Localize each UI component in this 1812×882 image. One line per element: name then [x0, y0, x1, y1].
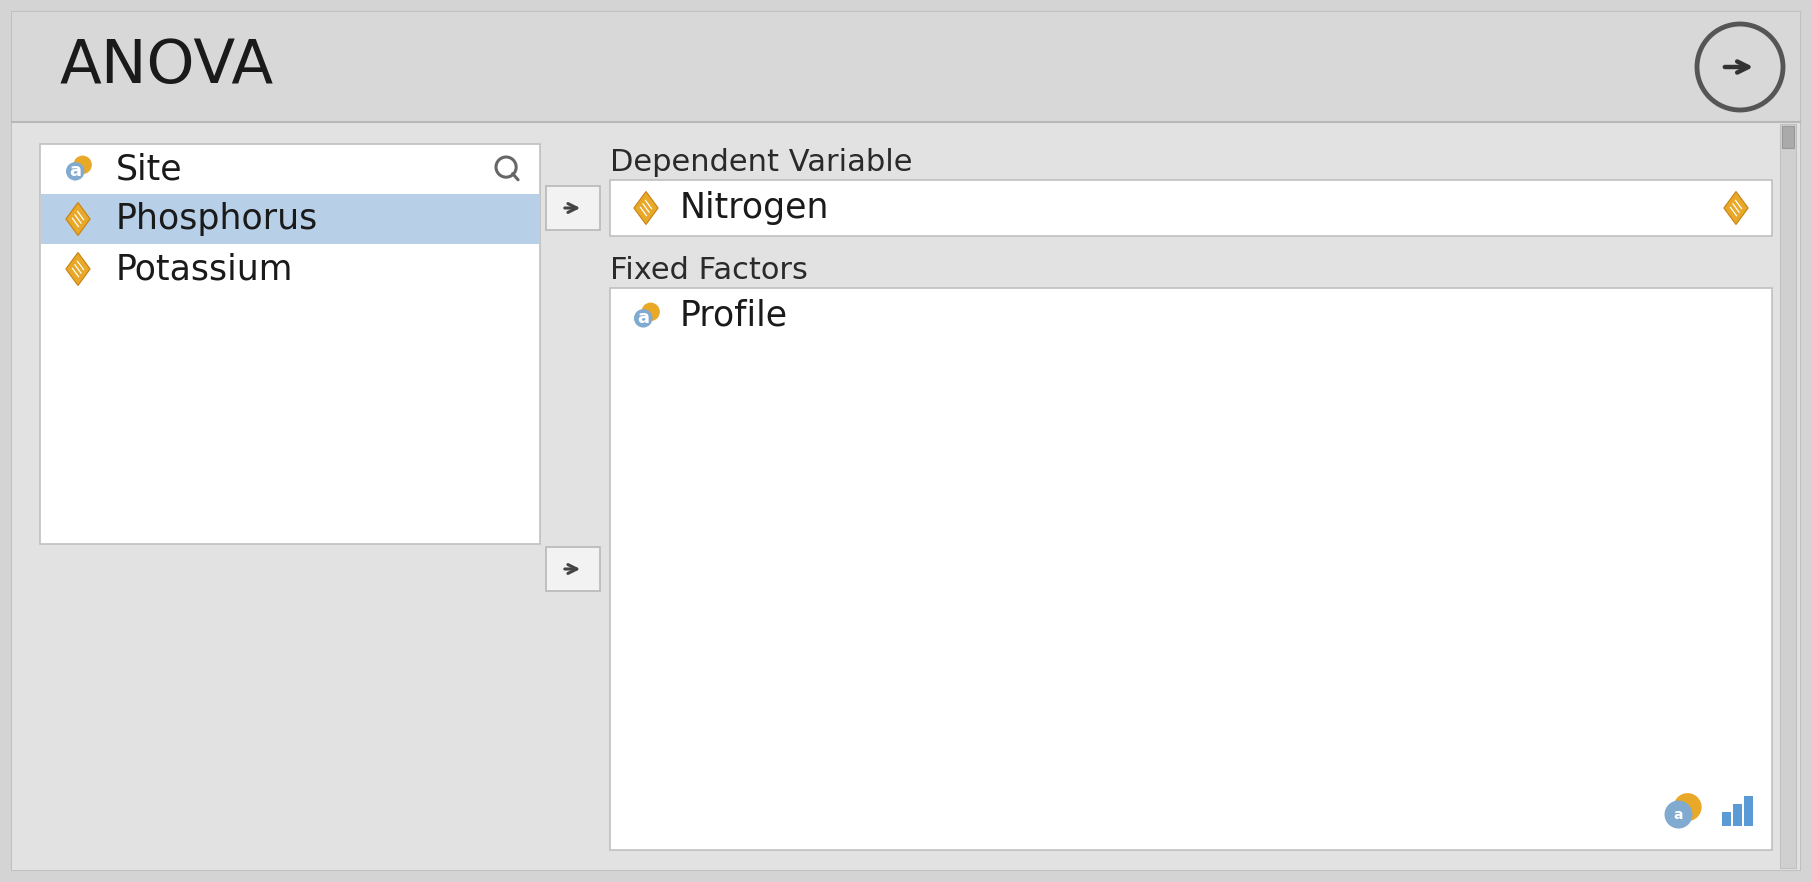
- Polygon shape: [65, 203, 91, 235]
- Text: a: a: [69, 162, 82, 180]
- Circle shape: [1674, 793, 1701, 821]
- Bar: [1732, 804, 1741, 826]
- Bar: [1781, 126, 1794, 148]
- Bar: [611, 288, 1772, 850]
- Circle shape: [1665, 801, 1692, 828]
- Text: Nitrogen: Nitrogen: [680, 191, 830, 225]
- Bar: [1721, 812, 1730, 826]
- Circle shape: [1698, 24, 1783, 110]
- Bar: [1743, 796, 1752, 826]
- Text: Fixed Factors: Fixed Factors: [611, 256, 808, 285]
- Polygon shape: [1723, 191, 1749, 225]
- Text: Site: Site: [116, 152, 183, 186]
- Text: Dependent Variable: Dependent Variable: [611, 148, 913, 177]
- Bar: [1779, 124, 1796, 868]
- Polygon shape: [65, 252, 91, 286]
- Text: Potassium: Potassium: [116, 252, 294, 286]
- Circle shape: [634, 309, 652, 327]
- Polygon shape: [634, 191, 658, 225]
- Bar: [13, 12, 1799, 122]
- Bar: [13, 122, 1799, 870]
- Bar: [611, 180, 1772, 236]
- Circle shape: [641, 303, 660, 321]
- Bar: [545, 547, 600, 591]
- Bar: [40, 144, 540, 544]
- Circle shape: [65, 162, 85, 181]
- Bar: [42, 194, 538, 244]
- Text: Phosphorus: Phosphorus: [116, 202, 319, 236]
- Text: a: a: [1674, 808, 1683, 821]
- Text: Profile: Profile: [680, 299, 788, 333]
- Bar: [545, 186, 600, 230]
- Text: ANOVA: ANOVA: [60, 38, 274, 96]
- Circle shape: [72, 155, 92, 174]
- Text: a: a: [638, 310, 649, 327]
